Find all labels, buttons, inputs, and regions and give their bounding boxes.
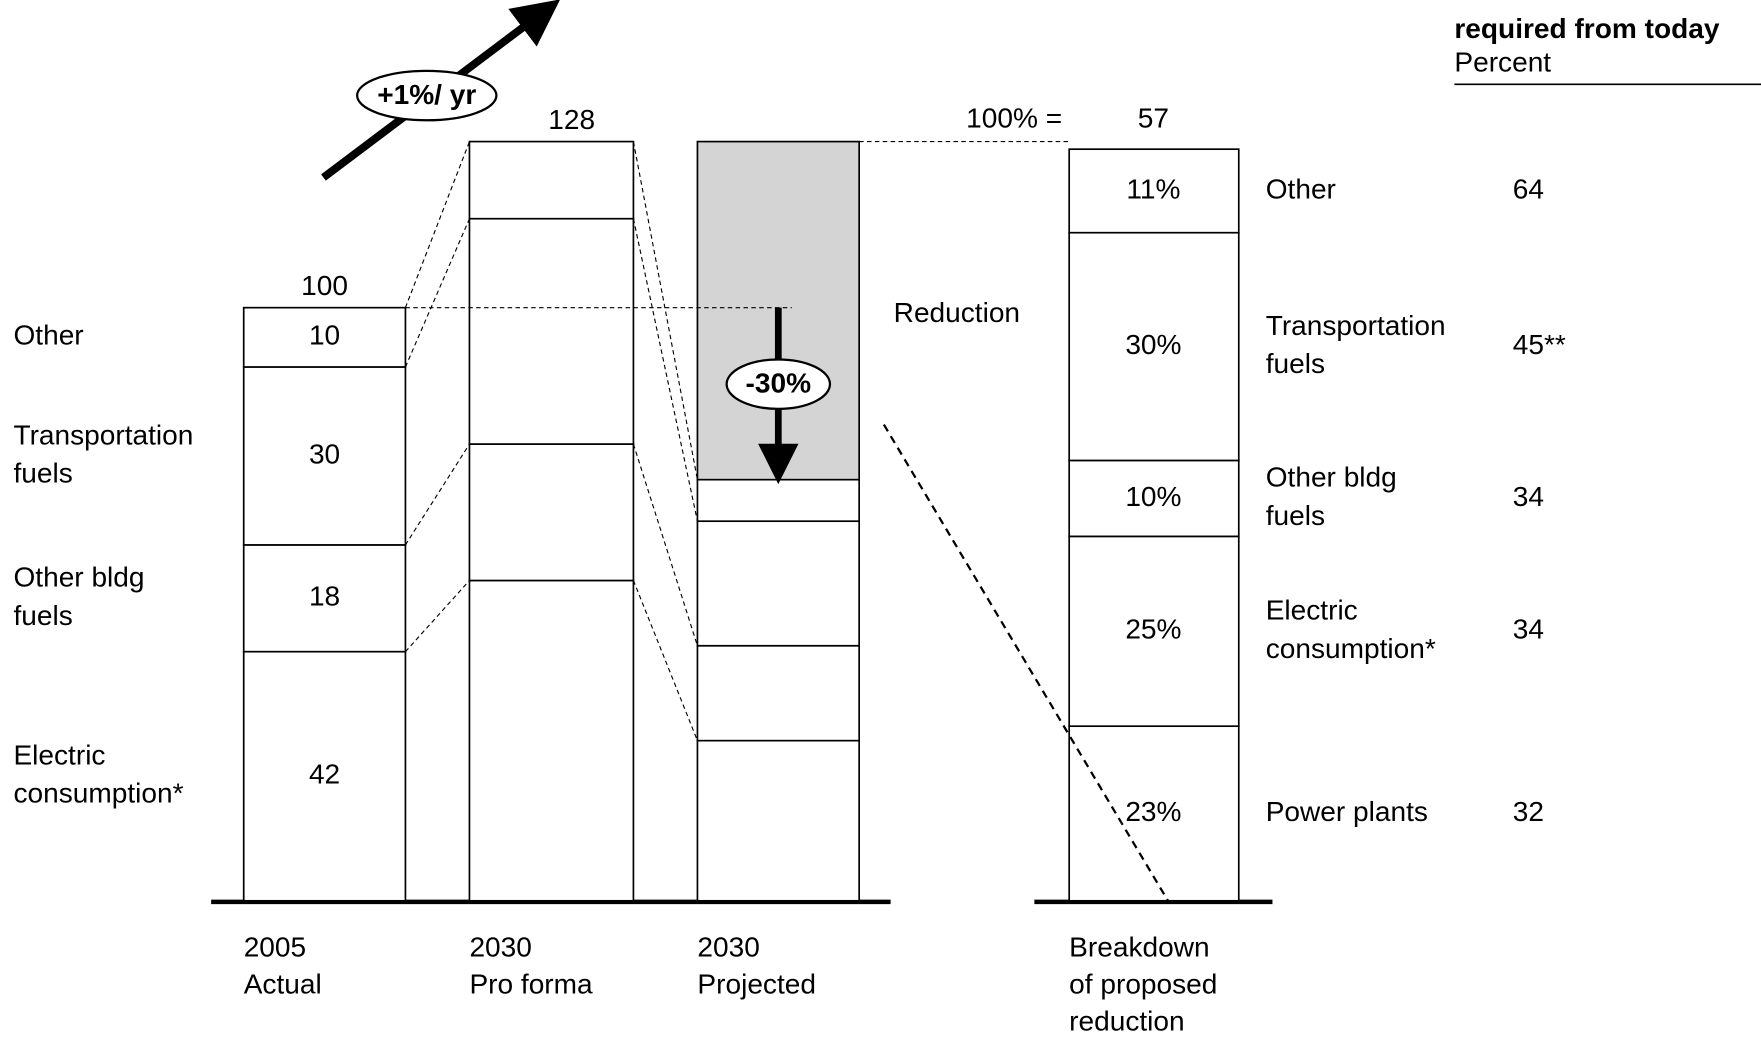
bar-segment (468, 579, 635, 902)
bar-segment (242, 306, 407, 368)
x-tick-label: 2005 (244, 932, 306, 963)
bar-segment (242, 650, 407, 902)
required-value: 45** (1513, 329, 1566, 360)
series-label: fuels (13, 600, 72, 631)
series-label: Other bldg (13, 562, 144, 593)
change-badge (725, 358, 832, 410)
required-value: 32 (1513, 796, 1544, 827)
column-title: required from today (1454, 13, 1719, 44)
total-label: 128 (548, 104, 595, 135)
connector (632, 580, 698, 741)
connector (405, 580, 470, 653)
value-label: 10 (309, 320, 340, 351)
x-tick-label: reduction (1069, 1006, 1184, 1037)
bar-segment (696, 478, 861, 523)
series-label: Electric (13, 740, 105, 771)
bar-segment (468, 140, 635, 220)
bar-segment (696, 520, 861, 647)
value-label: 42 (309, 759, 340, 790)
series-label: Other (13, 320, 83, 351)
connector (632, 218, 698, 522)
bar-segment (468, 443, 635, 582)
x-tick-label: 2030 (469, 932, 531, 963)
breakdown-segment (1068, 459, 1240, 538)
breakdown-segment (1068, 725, 1240, 902)
required-value: 34 (1513, 481, 1544, 512)
growth-badge (356, 69, 498, 122)
value-label: 18 (309, 581, 340, 612)
bar-segment (242, 544, 407, 653)
breakdown-segment (1068, 535, 1240, 728)
x-tick-label: Pro forma (469, 969, 593, 1000)
total-label: 100 (301, 270, 348, 301)
connector (404, 141, 470, 308)
breakdown-label: Other bldg (1266, 462, 1397, 493)
value-label: 11% (1126, 173, 1180, 204)
growth-label: +1%/ yr (377, 79, 476, 110)
marks: 42 Electric consumption* 18 Other bldg fuels 3… (13, 13, 1719, 1037)
required-value: 34 (1513, 614, 1544, 645)
breakdown-label: Electric (1266, 595, 1358, 626)
diagonal-dash (882, 424, 1169, 902)
change-label: -30% (746, 368, 812, 399)
value-label: 25% (1125, 614, 1181, 645)
column-unit: Percent (1454, 47, 1551, 78)
breakdown-segment (1068, 148, 1240, 234)
bar-segment (242, 366, 407, 546)
connector (404, 218, 470, 368)
total-label: 57 (1138, 103, 1169, 134)
breakdown-label: Transportation (1266, 310, 1446, 341)
connector (404, 443, 470, 546)
value-label: 30% (1125, 329, 1181, 360)
series-label: fuels (13, 457, 72, 488)
value-label: 23% (1125, 796, 1181, 827)
bar-segment (468, 217, 635, 445)
total-prefix: 100% = (966, 103, 1062, 134)
breakdown-label: fuels (1266, 348, 1325, 379)
connector (632, 141, 698, 480)
x-tick-label: of proposed (1069, 969, 1217, 1000)
breakdown-segment (1068, 231, 1240, 462)
breakdown-label: Other (1266, 173, 1336, 204)
breakdown-label: consumption* (1266, 633, 1436, 664)
connector (632, 443, 698, 646)
x-tick-label: Projected (697, 969, 816, 1000)
x-tick-label: 2030 (697, 932, 759, 963)
required-value: 64 (1513, 173, 1544, 204)
bar-segment (696, 739, 861, 902)
x-tick-label: Actual (244, 969, 322, 1000)
series-label: Transportation (13, 419, 193, 450)
bar-segment (696, 644, 861, 742)
x-tick-label: Breakdown (1069, 932, 1209, 963)
series-label: consumption* (13, 778, 183, 809)
breakdown-label: Power plants (1266, 796, 1428, 827)
breakdown-label: fuels (1266, 500, 1325, 531)
value-label: 10% (1125, 481, 1181, 512)
value-label: 30 (309, 438, 340, 469)
reduction-label: Reduction (894, 297, 1020, 328)
